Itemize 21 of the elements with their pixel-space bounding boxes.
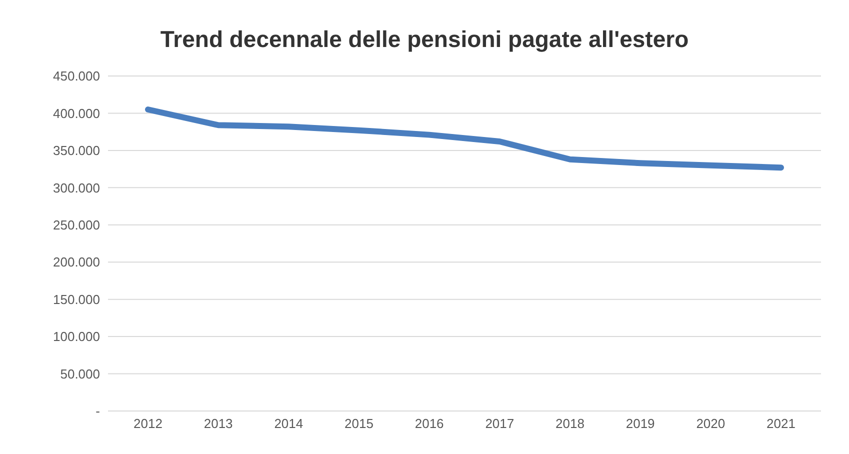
- y-tick-label: 350.000: [53, 143, 100, 158]
- x-tick-label: 2015: [344, 416, 374, 432]
- x-tick-label: 2013: [204, 416, 233, 432]
- x-tick-label: 2021: [766, 416, 796, 432]
- x-tick-label: 2016: [414, 416, 444, 432]
- y-tick-label: 400.000: [53, 106, 100, 121]
- x-tick-label: 2012: [134, 416, 162, 432]
- y-tick-label: 200.000: [53, 254, 100, 270]
- y-tick-label: 50.000: [60, 366, 100, 382]
- chart-title: Trend decennale delle pensioni pagate all'estero: [159, 25, 690, 54]
- y-tick-label: 150.000: [53, 292, 100, 307]
- x-tick-label: 2018: [556, 416, 584, 432]
- y-tick-label: 300.000: [53, 180, 100, 196]
- y-tick-label: 100.000: [53, 329, 100, 344]
- x-tick-label: 2020: [696, 416, 726, 432]
- x-tick-label: 2019: [626, 416, 655, 432]
- x-tick-label: 2014: [274, 416, 304, 432]
- y-tick-label: -: [96, 404, 100, 419]
- y-tick-label: 450.000: [53, 68, 100, 84]
- y-tick-label: 250.000: [53, 218, 100, 233]
- x-tick-label: 2017: [485, 416, 514, 432]
